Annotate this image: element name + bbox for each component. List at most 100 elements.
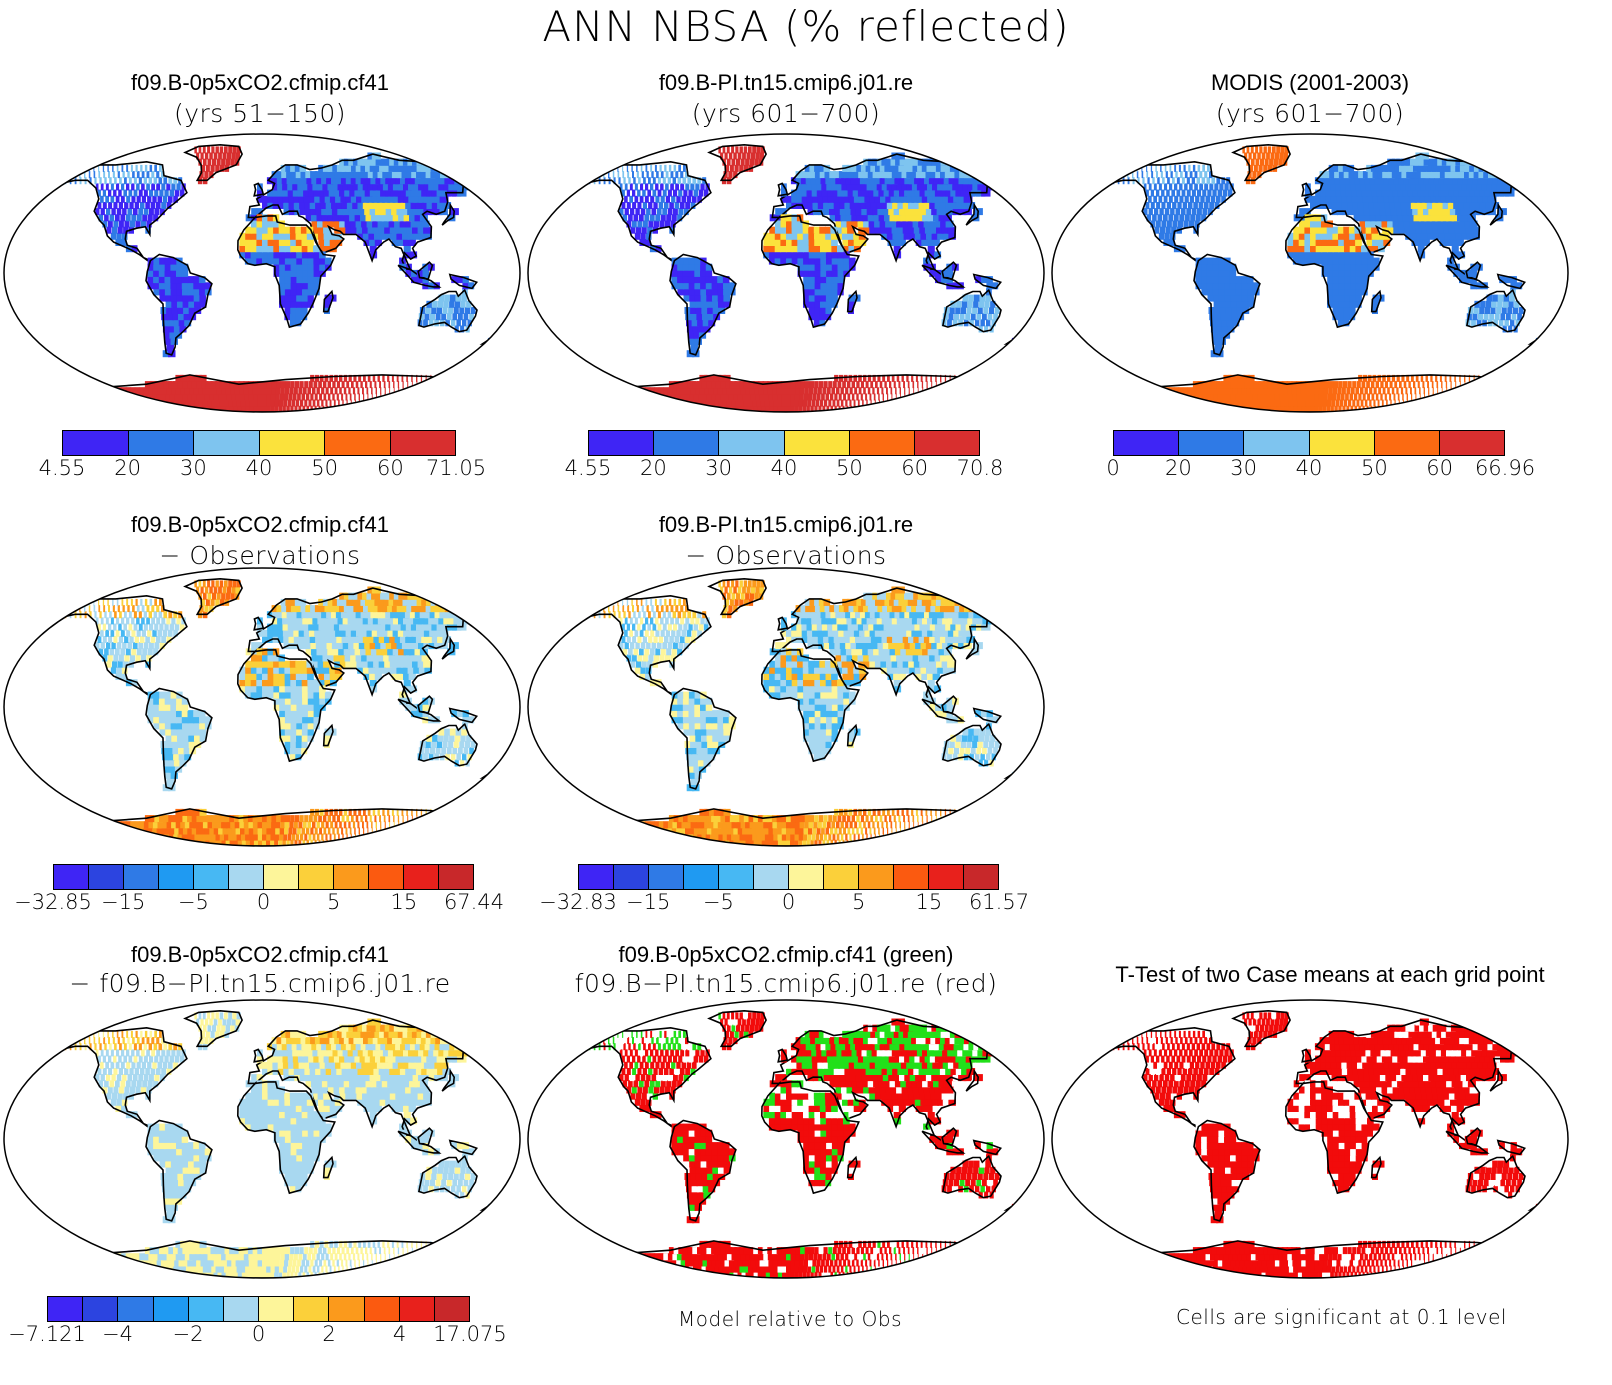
panel-1-title: f09.B-0p5xCO2.cfmip.cf41 (130, 70, 389, 95)
coastline-indonesia (921, 264, 966, 288)
colorbar-3 (1113, 430, 1505, 456)
colorbar-cell (259, 1297, 295, 1321)
coastline-uk (253, 1048, 265, 1063)
colorbar-tick-label: −5 (702, 890, 734, 914)
coastline-japan (1489, 202, 1504, 226)
land-africa (239, 214, 332, 327)
colorbar-tick-label: −32.83 (539, 890, 617, 914)
map-panel-1 (2, 132, 522, 414)
world-map (527, 133, 1045, 413)
colorbar-tick-label: −2 (172, 1322, 204, 1346)
colorbar-tick-label: 50 (1360, 456, 1388, 480)
colorbar-cell (264, 865, 299, 889)
colorbar-cell (614, 865, 649, 889)
colorbar-cell (369, 865, 404, 889)
land-newguinea (451, 1142, 475, 1156)
land-newguinea (451, 710, 475, 724)
coastline-indonesia (397, 698, 442, 722)
colorbar-tick-label: 20 (639, 456, 667, 480)
land-africa (1287, 214, 1380, 327)
land-namerica (583, 1030, 710, 1119)
colorbar-tick-label: −15 (625, 890, 671, 914)
coastline-namerica (57, 160, 188, 262)
colorbar-cell (194, 865, 229, 889)
land-greenland (1242, 1012, 1289, 1051)
colorbar-tick-label: −5 (177, 890, 209, 914)
coastline-samerica (669, 1119, 737, 1222)
land-newguinea (451, 276, 475, 290)
land-namerica (1107, 1030, 1234, 1119)
land-samerica (147, 257, 212, 358)
colorbar-cell (824, 865, 859, 889)
colorbar-6 (47, 1296, 470, 1322)
world-map (1051, 999, 1569, 1279)
coastline-australia (941, 1154, 1002, 1199)
coastline-indonesia (397, 1130, 442, 1154)
colorbar-2 (588, 430, 980, 456)
coastline-australia (417, 722, 478, 767)
coastline-australia (1465, 1154, 1526, 1199)
colorbar-cell (1179, 431, 1245, 455)
land-africa (763, 1080, 856, 1193)
coastline-greenland (707, 577, 767, 616)
colorbar-cell (364, 1297, 400, 1321)
colorbar-cell (929, 865, 964, 889)
land-eurasia (769, 1018, 1004, 1137)
colorbar-cell (434, 1297, 470, 1321)
colorbar-tick-label: 60 (1426, 456, 1454, 480)
coastline-madagascar (322, 1155, 334, 1179)
panel-3-title: MODIS (2001-2003) (1210, 70, 1410, 95)
land-africa (239, 1080, 332, 1193)
coastline-australia (941, 722, 1002, 767)
land-antarctica (51, 808, 469, 846)
coastline-namerica (1105, 160, 1236, 262)
land-samerica (671, 1123, 736, 1224)
panel-4-title: f09.B-0p5xCO2.cfmip.cf41 (130, 512, 389, 537)
map-panel-3 (1050, 132, 1570, 414)
land-newguinea (975, 276, 999, 290)
land-antarctica (575, 808, 993, 846)
coastline-borneo (941, 261, 958, 281)
colorbar-cell (859, 865, 894, 889)
land-antarctica (1099, 374, 1517, 412)
coastline-uk (777, 182, 789, 197)
panel-8-title: T-Test of two Case means at each grid po… (1115, 962, 1545, 987)
colorbar-1 (62, 430, 456, 456)
coastline-uk (1301, 1048, 1313, 1063)
coastline-australia (417, 1154, 478, 1199)
coastline-uk (777, 616, 789, 631)
colorbar-cell (128, 431, 194, 455)
coastline-japan (1489, 1068, 1504, 1092)
coastline-antarctica (572, 808, 999, 846)
coastline-borneo (417, 1127, 434, 1147)
colorbar-cell (649, 865, 684, 889)
panel-5-title: f09.B-PI.tn15.cmip6.j01.re (658, 512, 914, 537)
colorbar-tick-label: 60 (901, 456, 929, 480)
land-namerica (59, 598, 186, 687)
coastline-samerica (145, 253, 213, 356)
colorbar-cell (223, 1297, 260, 1321)
colorbar-tick-label: 15 (915, 890, 943, 914)
land-samerica (147, 1123, 212, 1224)
coastline-borneo (1465, 261, 1482, 281)
colorbar-tick-label: −4 (102, 1322, 133, 1346)
panel-3-subtitle: (yrs 601−700) (1215, 99, 1405, 128)
coastline-namerica (57, 594, 188, 696)
map-panel-2 (526, 132, 1046, 414)
colorbar-2-ticks: 4.55 20 30 40 50 60 70.8 (565, 456, 1004, 482)
colorbar-tick-label: 30 (179, 456, 207, 480)
land-samerica (1195, 1123, 1260, 1224)
coastline-madagascar (846, 289, 858, 313)
colorbar-cell (654, 431, 720, 455)
coastline-newguinea (1496, 1139, 1526, 1156)
coastline-borneo (941, 1127, 958, 1147)
colorbar-cell (188, 1297, 224, 1321)
colorbar-cell (54, 865, 89, 889)
colorbar-cell (1374, 431, 1440, 455)
colorbar-cell (334, 865, 369, 889)
colorbar-cell (589, 431, 655, 455)
coastline-indonesia (921, 698, 966, 722)
world-map (527, 567, 1045, 847)
colorbar-tick-label: 0 (781, 890, 796, 914)
coastline-australia (417, 288, 478, 333)
